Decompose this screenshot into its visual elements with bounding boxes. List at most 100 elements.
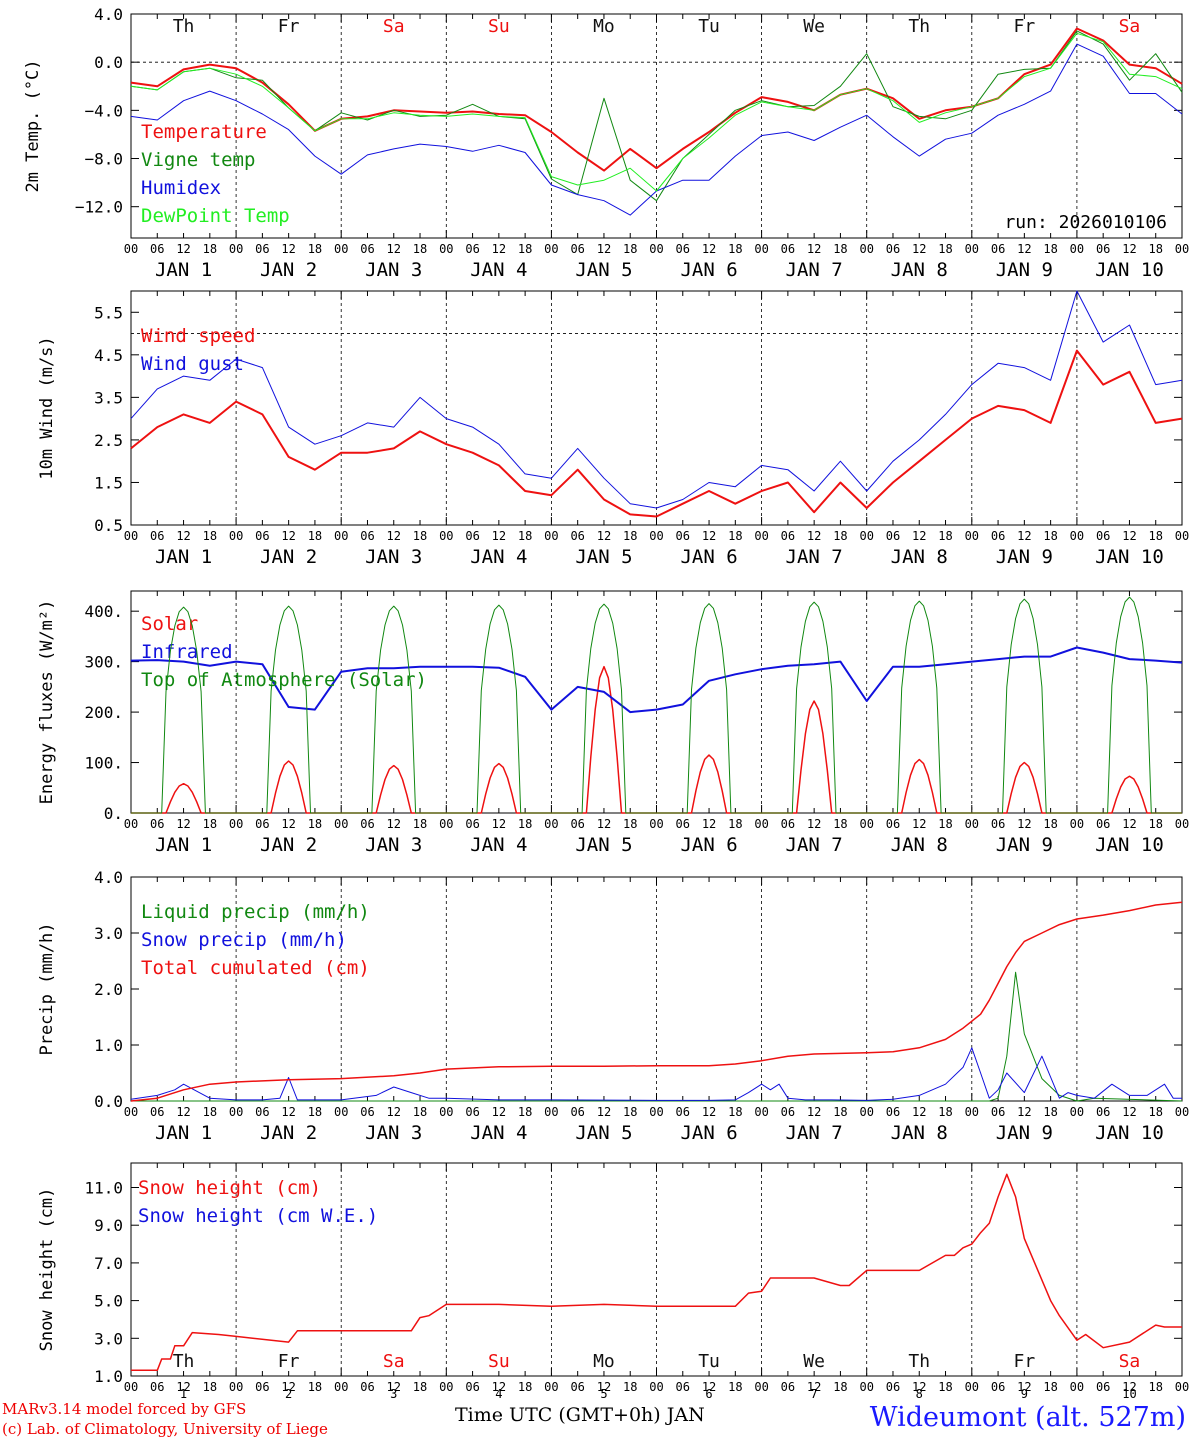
hour-tick-label: 06 bbox=[676, 1105, 690, 1119]
series-line bbox=[131, 971, 1183, 1102]
hour-tick-label: 06 bbox=[255, 529, 269, 543]
weekday-label: Sa bbox=[383, 1351, 405, 1372]
hour-tick-label: 18 bbox=[623, 817, 637, 831]
weekday-label: Th bbox=[908, 16, 930, 37]
day-number-label: 2 bbox=[285, 1387, 292, 1401]
date-label: JAN 4 bbox=[470, 259, 527, 281]
hour-tick-label: 18 bbox=[413, 1105, 427, 1119]
hour-tick-label: 12 bbox=[1017, 817, 1031, 831]
hour-tick-label: 12 bbox=[176, 817, 190, 831]
hour-tick-label: 00 bbox=[649, 242, 663, 256]
y-tick-label: 9.0 bbox=[94, 1216, 123, 1235]
hour-tick-label: 12 bbox=[1017, 1380, 1031, 1394]
hour-tick-label: 18 bbox=[623, 242, 637, 256]
y-tick-label: 0.0 bbox=[94, 53, 123, 72]
hour-tick-label: 00 bbox=[229, 817, 243, 831]
hour-tick-label: 06 bbox=[360, 1380, 374, 1394]
station-title: Wideumont (alt. 527m) bbox=[869, 1402, 1186, 1433]
hour-tick-label: 00 bbox=[859, 817, 873, 831]
date-label: JAN 7 bbox=[786, 259, 843, 281]
date-label: JAN 2 bbox=[260, 259, 317, 281]
legend-entry: Snow height (cm W.E.) bbox=[138, 1205, 378, 1227]
weekday-label: Tu bbox=[698, 1351, 720, 1372]
hour-tick-label: 06 bbox=[781, 1380, 795, 1394]
date-label: JAN 7 bbox=[786, 834, 843, 856]
series-line bbox=[130, 349, 1183, 518]
hour-tick-label: 00 bbox=[1175, 529, 1189, 543]
hour-tick-label: 00 bbox=[859, 529, 873, 543]
hour-tick-label: 00 bbox=[334, 529, 348, 543]
hour-tick-label: 06 bbox=[150, 1380, 164, 1394]
date-label: JAN 7 bbox=[786, 546, 843, 568]
legend-entry: Infrared bbox=[141, 641, 233, 663]
y-axis-label: 10m Wind (m/s) bbox=[37, 336, 57, 479]
hour-tick-label: 00 bbox=[334, 1105, 348, 1119]
hour-tick-label: 12 bbox=[702, 817, 716, 831]
day-number-label: 3 bbox=[390, 1387, 397, 1401]
hour-tick-label: 00 bbox=[649, 529, 663, 543]
hour-tick-label: 18 bbox=[728, 1105, 742, 1119]
weekday-label: Su bbox=[488, 16, 510, 37]
hour-tick-label: 18 bbox=[413, 1380, 427, 1394]
hour-tick-label: 18 bbox=[518, 1105, 532, 1119]
hour-tick-label: 00 bbox=[859, 242, 873, 256]
y-tick-label: −12.0 bbox=[75, 198, 123, 217]
hour-tick-label: 00 bbox=[1175, 242, 1189, 256]
hour-tick-label: 12 bbox=[597, 817, 611, 831]
hour-tick-label: 18 bbox=[203, 1380, 217, 1394]
hour-tick-label: 06 bbox=[150, 529, 164, 543]
date-label: JAN 7 bbox=[786, 1122, 843, 1144]
hour-tick-label: 00 bbox=[965, 242, 979, 256]
date-label: JAN 10 bbox=[1095, 1122, 1164, 1144]
hour-tick-label: 00 bbox=[229, 529, 243, 543]
hour-tick-label: 00 bbox=[1070, 1380, 1084, 1394]
hour-tick-label: 12 bbox=[597, 1380, 611, 1394]
hour-tick-label: 06 bbox=[465, 242, 479, 256]
hour-tick-label: 00 bbox=[1070, 529, 1084, 543]
hour-tick-label: 18 bbox=[938, 242, 952, 256]
hour-tick-label: 12 bbox=[1122, 1105, 1136, 1119]
hour-tick-label: 12 bbox=[702, 1380, 716, 1394]
hour-tick-label: 18 bbox=[308, 1105, 322, 1119]
hour-tick-label: 06 bbox=[360, 242, 374, 256]
hour-tick-label: 12 bbox=[281, 529, 295, 543]
hour-tick-label: 00 bbox=[1175, 1380, 1189, 1394]
y-tick-label: 3.0 bbox=[94, 924, 123, 943]
y-tick-label: 1.0 bbox=[94, 1036, 123, 1055]
hour-tick-label: 12 bbox=[281, 242, 295, 256]
hour-tick-label: 00 bbox=[124, 529, 138, 543]
series-line bbox=[130, 1047, 1182, 1101]
hour-tick-label: 12 bbox=[807, 529, 821, 543]
y-axis-label: 2m Temp. (°C) bbox=[23, 59, 43, 192]
y-tick-label: 200. bbox=[84, 703, 123, 722]
hour-tick-label: 12 bbox=[807, 1380, 821, 1394]
hour-tick-label: 12 bbox=[176, 529, 190, 543]
hour-tick-label: 00 bbox=[965, 1105, 979, 1119]
date-label: JAN 5 bbox=[575, 834, 632, 856]
hour-tick-label: 00 bbox=[544, 1380, 558, 1394]
hour-tick-label: 00 bbox=[124, 1380, 138, 1394]
date-label: JAN 2 bbox=[260, 546, 317, 568]
hour-tick-label: 18 bbox=[413, 242, 427, 256]
date-label: JAN 2 bbox=[260, 834, 317, 856]
hour-tick-label: 12 bbox=[807, 1105, 821, 1119]
hour-tick-label: 18 bbox=[1043, 529, 1057, 543]
hour-tick-label: 18 bbox=[308, 242, 322, 256]
date-label: JAN 10 bbox=[1095, 259, 1164, 281]
legend-entry: Liquid precip (mm/h) bbox=[141, 901, 370, 923]
legend-entry: Snow precip (mm/h) bbox=[141, 929, 347, 951]
hour-tick-label: 18 bbox=[1148, 817, 1162, 831]
legend-entry: Total cumulated (cm) bbox=[141, 957, 370, 979]
date-label: JAN 9 bbox=[996, 259, 1053, 281]
weekday-label: Fr bbox=[1014, 1351, 1036, 1372]
y-axis-label: Precip (mm/h) bbox=[37, 922, 57, 1055]
hour-tick-label: 12 bbox=[597, 529, 611, 543]
weekday-label: Mo bbox=[593, 1351, 615, 1372]
hour-tick-label: 12 bbox=[1122, 1380, 1136, 1394]
date-label: JAN 5 bbox=[575, 1122, 632, 1144]
hour-tick-label: 18 bbox=[518, 529, 532, 543]
hour-tick-label: 00 bbox=[439, 242, 453, 256]
hour-tick-label: 06 bbox=[465, 1380, 479, 1394]
y-tick-label: 2.5 bbox=[94, 431, 123, 450]
weekday-label: Th bbox=[173, 1351, 195, 1372]
